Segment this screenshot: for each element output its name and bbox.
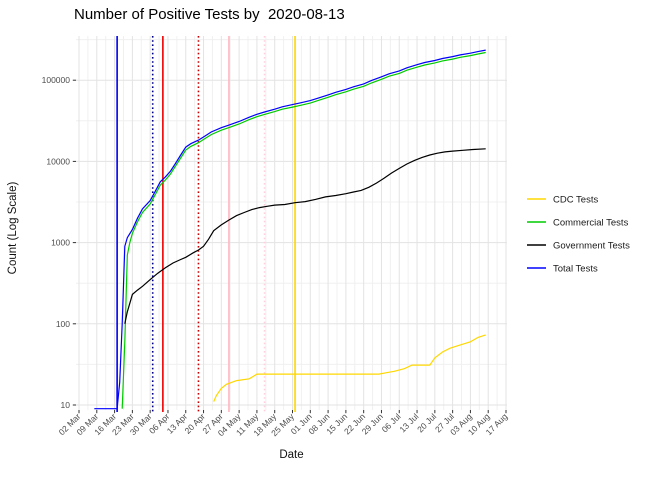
y-tick-label: 100000 <box>42 75 71 85</box>
x-tick-label: 06 Jul <box>380 411 403 434</box>
y-tick-label: 100 <box>56 319 70 329</box>
legend-label: CDC Tests <box>553 195 598 206</box>
series-line-cdc-tests <box>213 334 486 402</box>
legend-label: Government Tests <box>553 241 630 252</box>
legend-label: Commercial Tests <box>553 218 629 229</box>
series-line-government-tests <box>124 148 486 324</box>
x-tick-label: 20 Jul <box>415 411 438 434</box>
y-tick-label: 10000 <box>46 156 70 166</box>
y-axis-title: Count (Log Scale) <box>7 181 19 275</box>
x-tick-label: 13 Jul <box>397 411 420 434</box>
chart-title: Number of Positive Tests by 2020-08-13 <box>74 6 345 23</box>
x-axis-title: Date <box>279 449 304 461</box>
y-tick-label: 1000 <box>51 238 70 248</box>
legend-label: Total Tests <box>553 264 598 275</box>
series-line-commercial-tests <box>121 51 486 409</box>
series-line-total-tests <box>94 49 486 410</box>
y-tick-label: 10 <box>61 400 71 410</box>
